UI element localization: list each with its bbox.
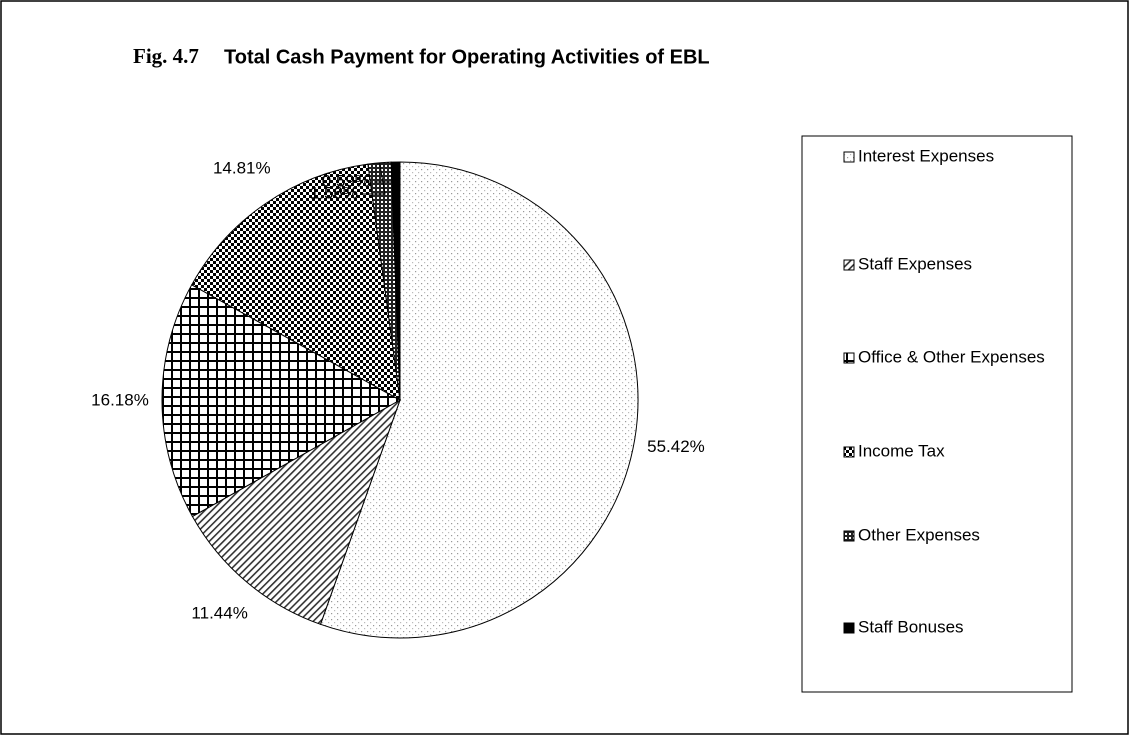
legend-swatch <box>843 446 855 458</box>
data-label: 1.56% <box>310 183 358 202</box>
chart-title: Total Cash Payment for Operating Activit… <box>224 46 710 68</box>
legend-label: Staff Bonuses <box>858 617 964 636</box>
pie-slice <box>191 163 401 401</box>
legend-label: Staff Expenses <box>858 254 972 273</box>
pie-slice <box>191 398 401 625</box>
legend-swatch <box>843 622 855 634</box>
legend-label: Income Tax <box>858 441 945 460</box>
legend-swatch <box>843 530 855 542</box>
data-label: 0.59% <box>322 171 370 190</box>
leader-line <box>374 162 398 183</box>
legend-swatch <box>843 259 855 271</box>
data-label: 11.44% <box>191 604 247 623</box>
legend-box <box>801 135 1073 693</box>
legend-swatch <box>843 352 855 364</box>
legend-label: Interest Expenses <box>858 146 994 165</box>
pie-slice <box>319 161 639 639</box>
legend-label: Office & Other Expenses <box>858 347 1045 366</box>
data-label: 55.42% <box>647 437 705 456</box>
leader-line <box>362 162 386 195</box>
figure-label: Fig. 4.7 <box>133 44 199 68</box>
legend-swatch <box>843 151 855 163</box>
legend-label: Other Expenses <box>858 525 980 544</box>
data-label: 16.18% <box>91 390 149 409</box>
pie-slice <box>161 284 402 518</box>
data-label: 14.81% <box>213 158 271 177</box>
